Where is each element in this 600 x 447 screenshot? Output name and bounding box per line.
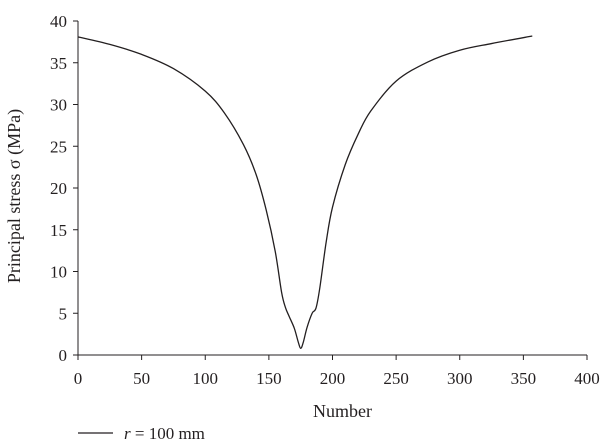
x-tick-label-100: 100 xyxy=(193,369,219,388)
y-tick-label-10: 10 xyxy=(50,263,67,282)
x-tick-label-250: 250 xyxy=(383,369,409,388)
y-tick-label-0: 0 xyxy=(59,346,68,365)
y-tick-label-40: 40 xyxy=(50,12,67,31)
x-tick-label-400: 400 xyxy=(574,369,600,388)
x-tick-label-50: 50 xyxy=(133,369,150,388)
y-axis-label: Principal stress σ (MPa) xyxy=(4,109,25,283)
x-tick-label-200: 200 xyxy=(320,369,346,388)
x-tick-label-300: 300 xyxy=(447,369,473,388)
x-axis-ticks: 0 50 100 150 200 250 300 350 400 xyxy=(74,355,600,388)
x-tick-label-350: 350 xyxy=(511,369,537,388)
y-tick-label-30: 30 xyxy=(50,96,67,115)
y-tick-label-20: 20 xyxy=(50,179,67,198)
legend: r = 100 mm xyxy=(78,424,205,443)
y-tick-label-35: 35 xyxy=(50,54,67,73)
series-line-r-100mm xyxy=(77,35,533,349)
x-tick-label-150: 150 xyxy=(256,369,282,388)
legend-label-italic: r xyxy=(124,424,131,443)
y-tick-label-5: 5 xyxy=(59,304,68,323)
y-tick-label-15: 15 xyxy=(50,221,67,240)
legend-label: r = 100 mm xyxy=(124,424,205,443)
legend-label-rest: = 100 mm xyxy=(131,424,205,443)
x-tick-label-0: 0 xyxy=(74,369,83,388)
x-axis-label: Number xyxy=(313,401,372,421)
y-tick-label-25: 25 xyxy=(50,137,67,156)
y-axis-ticks: 0 5 10 15 20 25 30 35 40 xyxy=(50,12,78,365)
